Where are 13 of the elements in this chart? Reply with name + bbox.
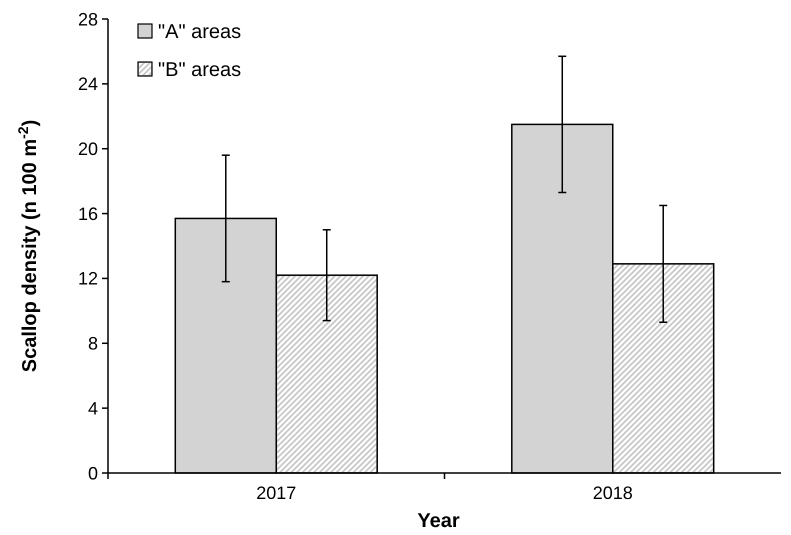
y-tick-label: 28 bbox=[78, 9, 98, 30]
x-axis-title: Year bbox=[417, 510, 460, 532]
y-tick-label: 4 bbox=[88, 398, 98, 418]
y-tick-label: 24 bbox=[78, 74, 98, 94]
y-tick-label: 0 bbox=[88, 463, 98, 484]
y-tick-label: 16 bbox=[78, 204, 98, 224]
legend-label: "B" areas bbox=[158, 59, 242, 81]
y-tick-label: 12 bbox=[78, 268, 98, 289]
y-tick-label: 20 bbox=[78, 139, 98, 160]
y-tick-label: 8 bbox=[88, 334, 98, 354]
legend-label: "A" areas bbox=[158, 21, 242, 43]
x-tick-label: 2018 bbox=[592, 483, 633, 503]
x-tick-label: 2017 bbox=[256, 483, 296, 503]
